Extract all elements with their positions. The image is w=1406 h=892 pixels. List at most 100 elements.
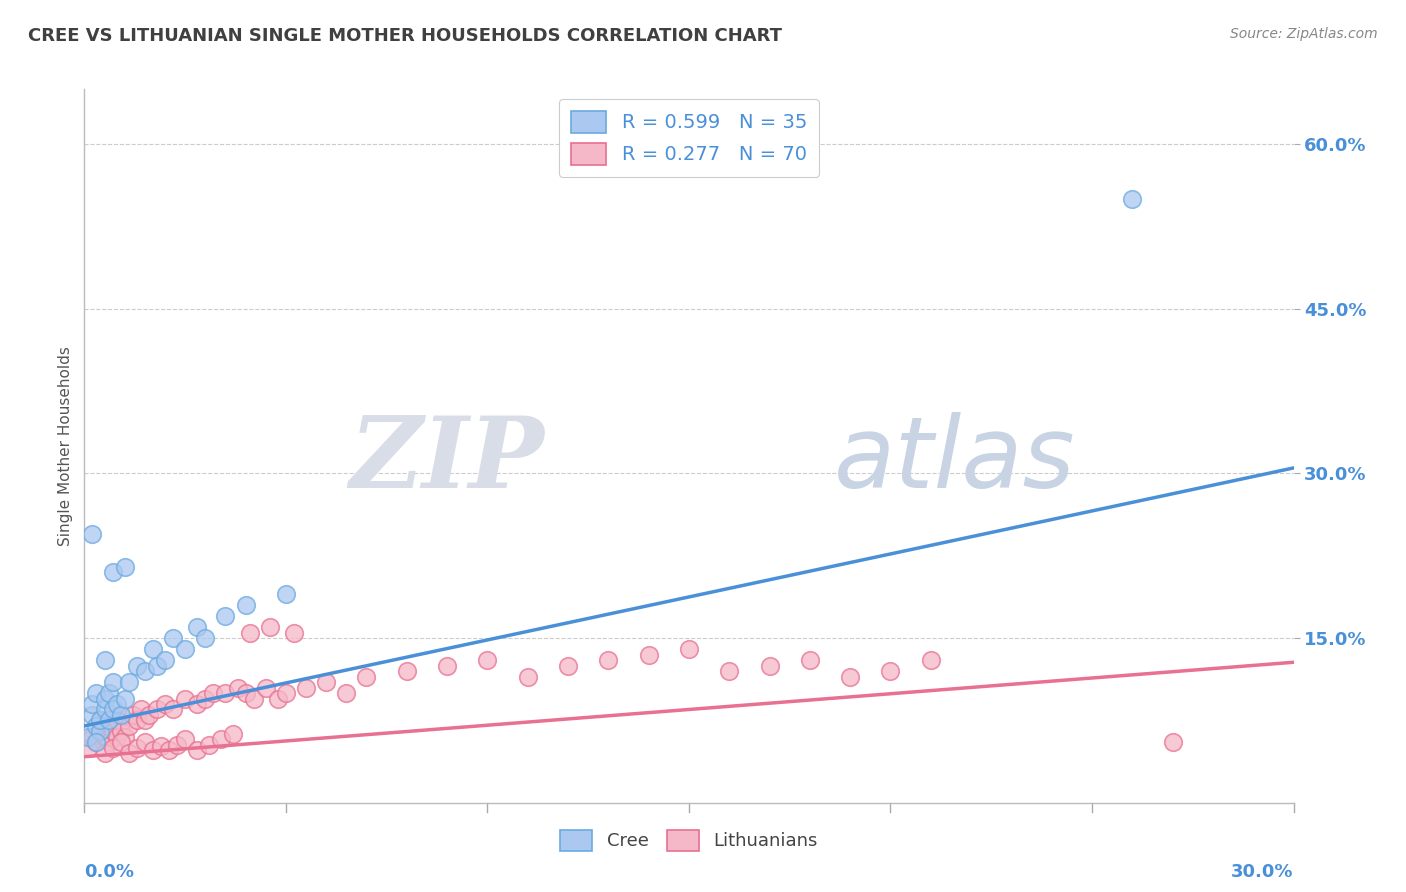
Y-axis label: Single Mother Households: Single Mother Households: [58, 346, 73, 546]
Point: [395, 664, 418, 678]
Point: [186, 743, 208, 757]
Point: [77, 740, 100, 755]
Point: [101, 566, 124, 580]
Point: [118, 747, 141, 761]
Point: [254, 681, 277, 695]
Point: [101, 675, 124, 690]
Point: [146, 658, 169, 673]
Point: [839, 669, 862, 683]
Point: [93, 653, 115, 667]
Text: 30.0%: 30.0%: [1232, 863, 1294, 881]
Point: [77, 730, 100, 744]
Legend: Cree, Lithuanians: Cree, Lithuanians: [553, 822, 825, 858]
Point: [142, 743, 165, 757]
Point: [89, 714, 111, 728]
Point: [89, 714, 111, 728]
Point: [174, 691, 197, 706]
Point: [153, 653, 176, 667]
Point: [226, 681, 249, 695]
Point: [86, 735, 108, 749]
Point: [105, 714, 128, 728]
Point: [198, 738, 221, 752]
Point: [101, 740, 124, 755]
Point: [146, 702, 169, 716]
Point: [114, 691, 136, 706]
Point: [174, 642, 197, 657]
Point: [125, 740, 148, 755]
Point: [356, 669, 378, 683]
Point: [267, 691, 290, 706]
Point: [516, 669, 538, 683]
Point: [162, 702, 184, 716]
Point: [295, 681, 318, 695]
Point: [315, 675, 337, 690]
Point: [101, 702, 124, 716]
Point: [129, 702, 152, 716]
Point: [93, 702, 115, 716]
Point: [598, 653, 620, 667]
Point: [97, 719, 120, 733]
Point: [174, 732, 197, 747]
Point: [110, 708, 132, 723]
Point: [274, 587, 297, 601]
Point: [235, 598, 257, 612]
Point: [678, 642, 700, 657]
Point: [283, 625, 305, 640]
Point: [134, 664, 156, 678]
Point: [110, 724, 132, 739]
Point: [186, 697, 208, 711]
Point: [879, 664, 901, 678]
Point: [557, 658, 579, 673]
Point: [97, 735, 120, 749]
Point: [194, 631, 217, 645]
Point: [89, 724, 111, 739]
Point: [93, 730, 115, 744]
Point: [436, 658, 458, 673]
Point: [142, 642, 165, 657]
Text: atlas: atlas: [834, 412, 1076, 508]
Text: CREE VS LITHUANIAN SINGLE MOTHER HOUSEHOLDS CORRELATION CHART: CREE VS LITHUANIAN SINGLE MOTHER HOUSEHO…: [28, 27, 782, 45]
Point: [125, 714, 148, 728]
Point: [274, 686, 297, 700]
Point: [86, 735, 108, 749]
Point: [194, 691, 217, 706]
Point: [118, 675, 141, 690]
Point: [477, 653, 499, 667]
Text: Source: ZipAtlas.com: Source: ZipAtlas.com: [1230, 27, 1378, 41]
Point: [259, 620, 281, 634]
Point: [82, 730, 104, 744]
Point: [214, 609, 236, 624]
Point: [758, 658, 780, 673]
Point: [97, 714, 120, 728]
Point: [799, 653, 821, 667]
Point: [242, 691, 264, 706]
Point: [718, 664, 741, 678]
Point: [97, 686, 120, 700]
Point: [157, 743, 180, 757]
Point: [209, 732, 232, 747]
Point: [93, 747, 115, 761]
Point: [239, 625, 262, 640]
Point: [125, 658, 148, 673]
Point: [186, 620, 208, 634]
Point: [162, 631, 184, 645]
Point: [235, 686, 257, 700]
Point: [1161, 735, 1184, 749]
Point: [920, 653, 942, 667]
Point: [89, 724, 111, 739]
Point: [222, 726, 245, 740]
Point: [214, 686, 236, 700]
Point: [82, 708, 104, 723]
Text: ZIP: ZIP: [349, 412, 544, 508]
Point: [101, 724, 124, 739]
Point: [93, 691, 115, 706]
Point: [82, 697, 104, 711]
Point: [121, 708, 143, 723]
Point: [202, 686, 225, 700]
Point: [86, 686, 108, 700]
Point: [134, 735, 156, 749]
Point: [637, 648, 659, 662]
Point: [166, 738, 188, 752]
Point: [138, 708, 160, 723]
Point: [134, 714, 156, 728]
